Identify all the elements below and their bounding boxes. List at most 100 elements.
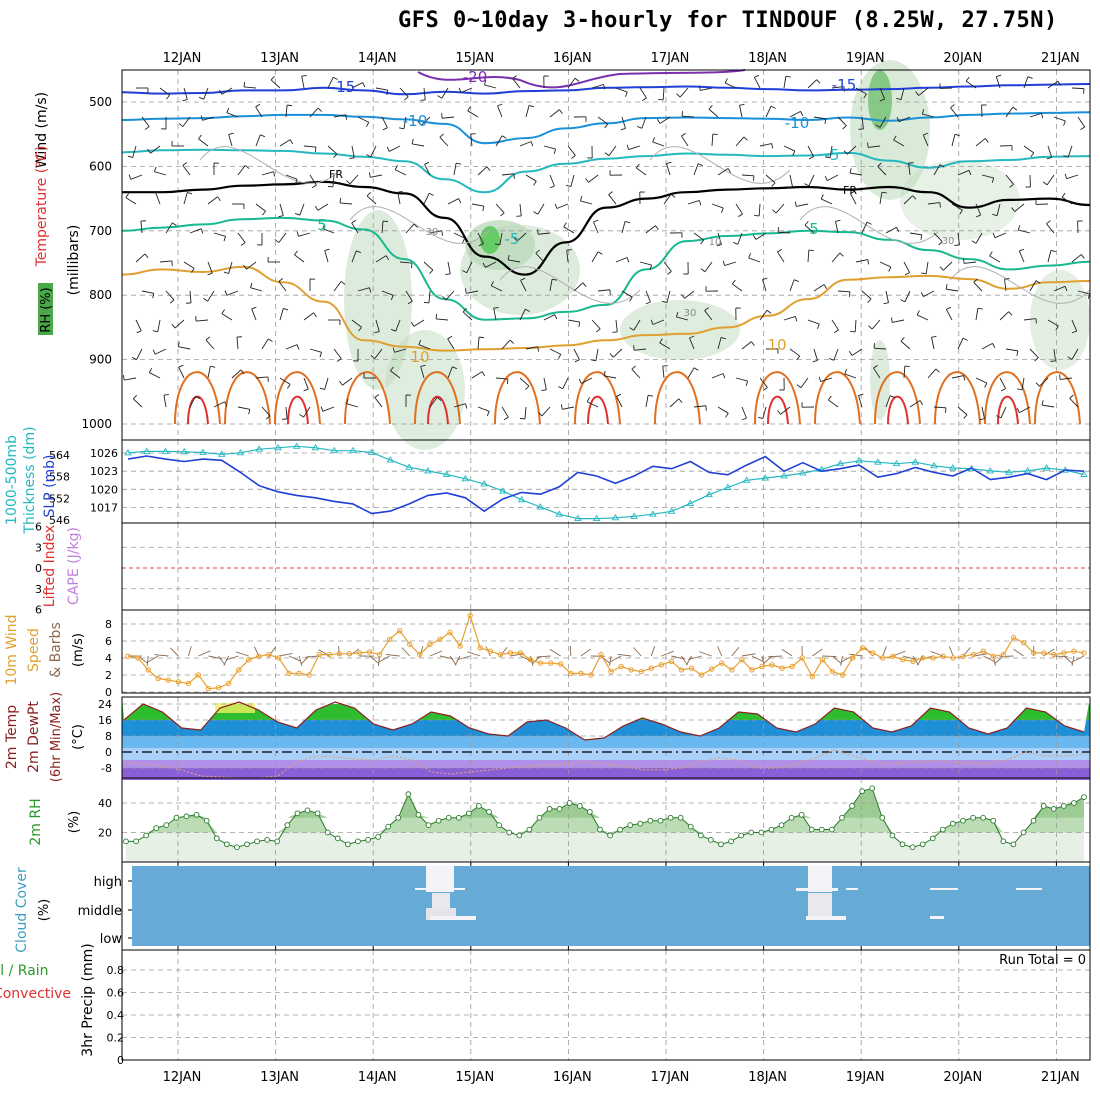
wind-barb-flag xyxy=(410,262,413,269)
wind10m-barb xyxy=(1072,655,1085,663)
wind-barb-flag xyxy=(896,227,900,233)
wind-barb-flag xyxy=(675,311,679,318)
rh-contour xyxy=(649,146,791,184)
wind-barb xyxy=(581,377,593,384)
rh2m-marker xyxy=(657,817,664,824)
rh2m-marker xyxy=(1020,829,1027,836)
wind-barb-flag xyxy=(879,98,885,102)
wind-barb xyxy=(403,116,407,129)
wind-barb-flag xyxy=(1041,400,1044,406)
rh2m-marker xyxy=(748,829,755,836)
wind-barb xyxy=(374,397,383,408)
wind-barb-flag xyxy=(127,155,133,158)
wind-barb-flag xyxy=(390,328,396,332)
wind10m-marker xyxy=(397,628,403,634)
wind-barb xyxy=(904,290,911,303)
wind-barb-flag xyxy=(278,215,284,218)
thickness-marker xyxy=(780,472,788,479)
thickness-tick-label: 558 xyxy=(49,471,70,484)
wind-barb-flag xyxy=(625,91,628,97)
wind10m-barb xyxy=(146,655,149,667)
rh2m-marker xyxy=(889,832,896,839)
wind-tick-label: 4 xyxy=(105,652,112,665)
wind-barb xyxy=(567,78,576,89)
wind-barb xyxy=(612,348,623,358)
wind-barb-flag xyxy=(689,335,695,339)
thickness-marker xyxy=(686,499,695,506)
wind-frame xyxy=(121,609,1091,694)
wind10m-barb xyxy=(609,655,612,667)
wind-barb-flag xyxy=(1087,293,1091,299)
wind10m-barb xyxy=(1053,655,1068,658)
wind-barb-flag xyxy=(939,164,945,168)
rh2m-marker xyxy=(869,785,876,792)
wind-barb-flag xyxy=(574,77,580,82)
wind-barb xyxy=(639,261,652,266)
wind-barb xyxy=(724,82,737,89)
wind-barb xyxy=(758,203,761,217)
wind-barb-flag xyxy=(945,284,948,290)
wind-barb-flag xyxy=(228,132,234,135)
thickness-marker xyxy=(217,450,226,457)
wind-barb-flag xyxy=(881,191,887,194)
wind-barb xyxy=(424,164,431,176)
wind10m-marker xyxy=(215,685,222,691)
wind-barb-flag xyxy=(155,190,161,194)
wind10m-marker xyxy=(386,636,393,642)
wind-barb xyxy=(165,290,175,301)
wind-barb xyxy=(418,344,431,350)
wind-barb xyxy=(851,348,863,356)
warm-contour xyxy=(414,371,461,425)
wind10m-marker xyxy=(447,629,453,636)
wind-barb-flag xyxy=(148,367,153,373)
wind10m-barb xyxy=(449,655,457,666)
wind-barb-flag xyxy=(629,327,635,331)
thickness-marker xyxy=(948,464,957,471)
wind-barb xyxy=(141,290,154,294)
wind-barb xyxy=(1053,348,1056,361)
cape-frame xyxy=(121,522,1091,611)
wind-barb-flag xyxy=(274,239,280,243)
wind-barb xyxy=(228,134,233,147)
wind-barb xyxy=(687,367,695,379)
wind-barb xyxy=(1047,145,1053,158)
wind-barb xyxy=(332,174,335,187)
wind-barb xyxy=(453,232,465,239)
thickness-line xyxy=(127,445,1085,520)
wind-barb-flag xyxy=(1063,155,1069,158)
wind-barb-flag xyxy=(314,146,317,153)
wind-barb-flag xyxy=(757,416,764,420)
thickness-marker xyxy=(311,443,320,451)
wind-barb xyxy=(820,377,833,382)
wind-barb-flag xyxy=(200,115,203,121)
wind-barb-flag xyxy=(968,170,972,176)
wind-barb xyxy=(130,174,143,180)
wind10m-marker xyxy=(256,653,262,659)
wind10m-barb xyxy=(671,655,685,660)
warm-contour xyxy=(574,371,621,425)
contour-label: -10 xyxy=(785,114,810,132)
wind-barb-flag xyxy=(429,269,434,274)
wind-barb-flag xyxy=(445,273,451,276)
wind-barb xyxy=(591,251,599,263)
wind-barb xyxy=(973,282,983,292)
wind10m-marker xyxy=(608,668,614,675)
wind-barb-flag xyxy=(386,89,389,96)
wind-barb-flag xyxy=(366,122,370,127)
x-tick-label-top: 14JAN xyxy=(358,51,397,66)
wind-barb-flag xyxy=(787,186,793,189)
cloud-cell xyxy=(430,916,476,920)
wind-barb-flag xyxy=(785,75,791,78)
wind-barb xyxy=(251,308,257,321)
wind-barb xyxy=(717,406,729,414)
contour-label: -15 xyxy=(331,78,356,96)
wind-barb-flag xyxy=(763,387,768,391)
rh2m-marker xyxy=(405,791,412,798)
x-tick-label-top: 18JAN xyxy=(748,51,787,66)
thickness-marker xyxy=(1080,470,1088,477)
wind-barb xyxy=(279,377,291,385)
wind10m-barb xyxy=(235,651,249,657)
wind-barb xyxy=(441,87,449,99)
rh2m-marker xyxy=(950,820,956,827)
thickness-marker xyxy=(611,513,620,521)
